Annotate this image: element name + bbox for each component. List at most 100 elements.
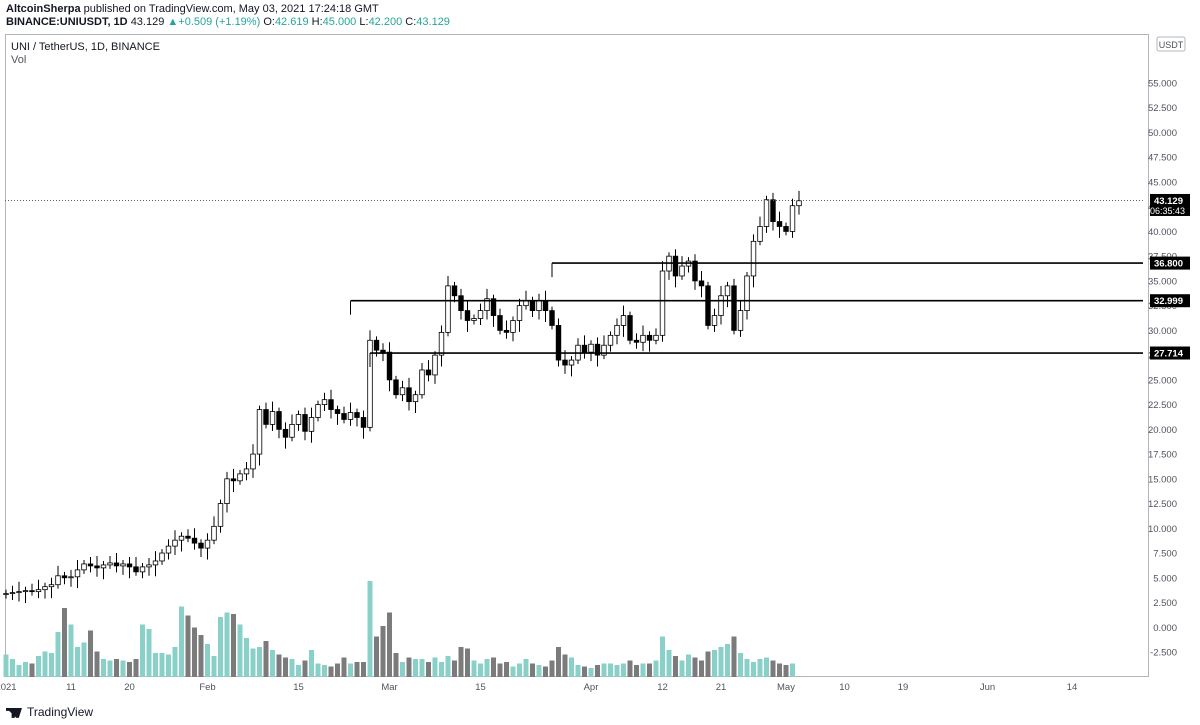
candle-body <box>113 562 120 567</box>
volume-bar <box>575 665 581 677</box>
volume-bar <box>133 659 139 677</box>
candle-body <box>250 453 256 470</box>
volume-bar <box>185 615 191 677</box>
candle-body <box>549 310 555 326</box>
candle-body <box>789 205 796 232</box>
volume-bar <box>237 624 243 677</box>
candle-body <box>581 344 588 353</box>
legend-vol[interactable]: Vol <box>11 54 27 66</box>
candle-body <box>536 300 542 311</box>
time-tick-label: 21 <box>716 682 727 693</box>
candle-body <box>757 226 763 242</box>
volume-bar <box>42 651 48 677</box>
volume-bar <box>322 665 327 677</box>
volume-bar <box>393 653 399 677</box>
price-tick-label: 30.000 <box>1148 326 1177 337</box>
legend-title[interactable]: UNI / TetherUS, 1D, BINANCE <box>11 41 160 53</box>
time-tick-label: 12 <box>657 682 668 693</box>
candle-body <box>731 285 737 331</box>
candle-body <box>568 359 575 366</box>
time-tick-label: Jun <box>980 682 995 693</box>
volume-bar <box>491 657 496 677</box>
candle-body <box>633 339 640 343</box>
price-tick-label: 2.500 <box>1153 598 1177 609</box>
volume-bar <box>783 665 789 677</box>
low-value: 42.200 <box>368 16 403 28</box>
candle-body <box>380 349 386 353</box>
candle-body <box>763 199 770 227</box>
volume-bar <box>647 663 652 677</box>
up-arrow-icon: ▲ <box>167 16 179 28</box>
volume-bar <box>257 647 262 677</box>
candle-body <box>237 473 243 482</box>
price-tick-label: 10.000 <box>1148 524 1177 535</box>
time-tick-label: 15 <box>475 682 486 693</box>
volume-bar <box>224 612 230 677</box>
price-tick-label: -2.500 <box>1150 648 1177 659</box>
candle-body <box>607 334 614 346</box>
volume-bar <box>621 663 626 677</box>
published-text: published on TradingView.com, May 03, 20… <box>80 3 379 15</box>
volume-bar <box>426 662 431 677</box>
candle-body <box>438 331 445 356</box>
candle-body <box>120 563 126 567</box>
candle-body <box>698 280 705 287</box>
candle-body <box>451 285 458 297</box>
candle-layer <box>3 190 802 604</box>
candle-body <box>477 310 484 319</box>
volume-bar <box>211 656 217 677</box>
candle-body <box>302 414 308 432</box>
close-value: 43.129 <box>416 16 450 28</box>
volume-bar <box>686 654 691 677</box>
footer: TradingView <box>0 700 1200 725</box>
volume-layer <box>3 581 795 677</box>
candle-body <box>555 325 562 361</box>
candle-body <box>308 417 315 432</box>
time-tick-label: Apr <box>584 682 599 693</box>
volume-bar <box>725 644 730 677</box>
volume-bar <box>283 657 288 677</box>
time-tick-label: Mar <box>381 682 397 693</box>
volume-bar <box>289 659 295 677</box>
time-tick-label: 15 <box>293 682 304 693</box>
volume-bar <box>361 662 366 677</box>
volume-bar <box>705 651 711 677</box>
candle-body <box>484 298 490 312</box>
candle-body <box>737 310 744 331</box>
volume-bar <box>159 653 165 677</box>
volume-bar <box>36 656 41 677</box>
candle-body <box>601 344 607 356</box>
author-name[interactable]: AltcoinSherpa <box>6 3 81 15</box>
volume-bar <box>445 656 451 677</box>
volume-bar <box>367 581 373 677</box>
tradingview-logo[interactable]: TradingView <box>6 705 93 719</box>
candle-body <box>35 589 42 593</box>
candle-body <box>107 562 113 566</box>
symbol-label: BINANCE:UNIUSDT, 1D <box>6 16 128 28</box>
candle-body <box>243 468 250 475</box>
candle-body <box>61 575 68 579</box>
time-tick-label: 2021 <box>0 682 17 693</box>
candle-body <box>412 394 419 403</box>
price-tick-label: 40.000 <box>1148 227 1177 238</box>
volume-bar <box>101 659 106 677</box>
candle-body <box>74 569 81 578</box>
candle-body <box>87 563 94 567</box>
volume-bar <box>302 660 308 677</box>
candle-body <box>406 387 412 403</box>
volume-bar <box>250 648 256 677</box>
volume-bar <box>660 636 665 677</box>
candle-body <box>347 412 354 420</box>
candle-body <box>373 339 380 351</box>
volume-bar <box>270 650 275 677</box>
volume-bar <box>692 657 698 677</box>
time-tick-label: May <box>777 682 795 693</box>
volume-bar <box>465 648 470 677</box>
candle-body <box>204 539 211 549</box>
candle-body <box>711 315 718 326</box>
price-tick-label: 45.000 <box>1148 177 1177 188</box>
candle-body <box>542 300 549 311</box>
volume-bar <box>55 632 61 677</box>
price-label-box <box>1150 294 1190 308</box>
